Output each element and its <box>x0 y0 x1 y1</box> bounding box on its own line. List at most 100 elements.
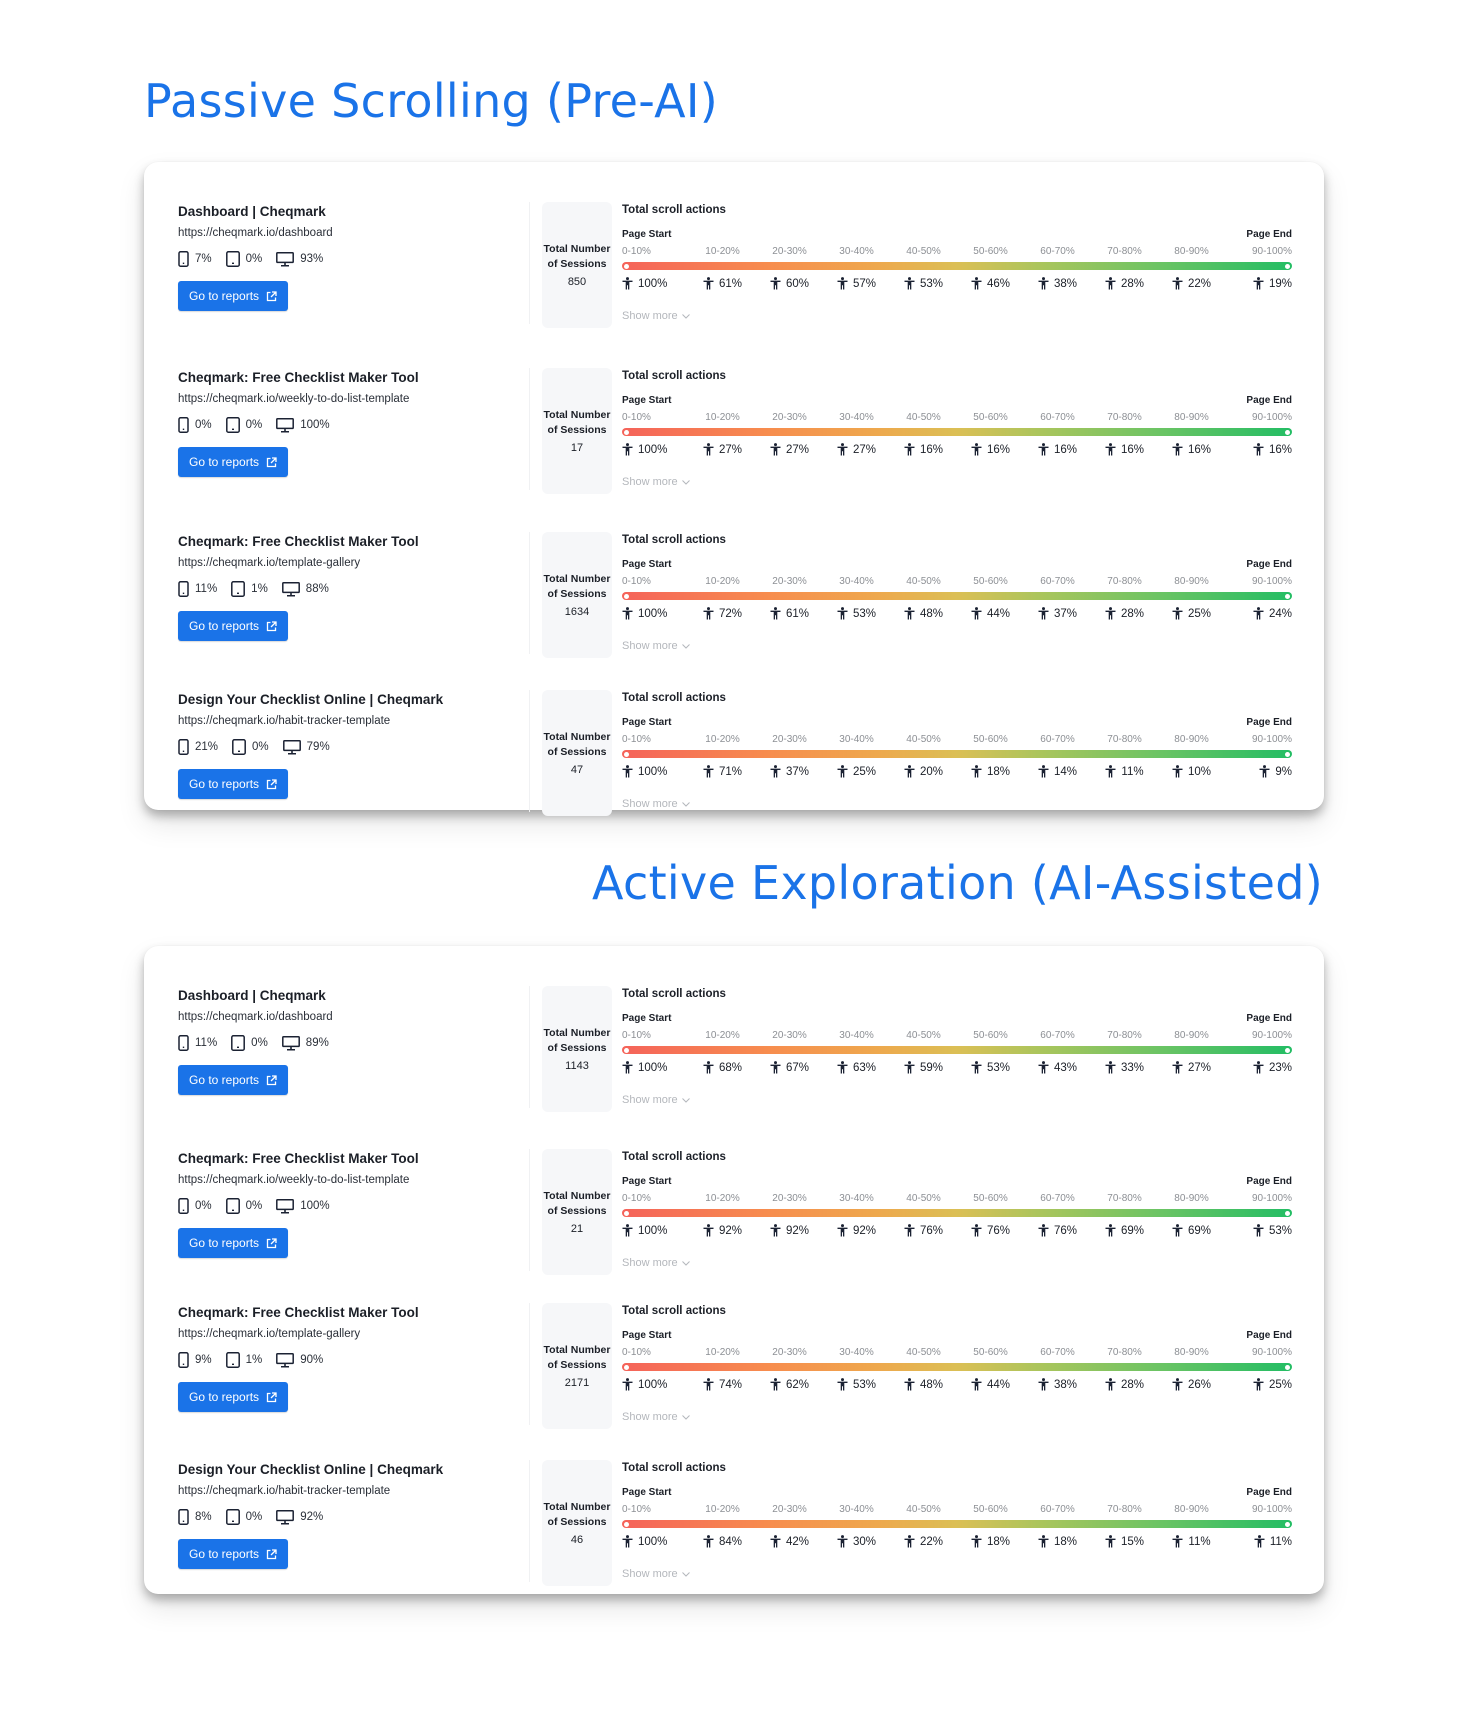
person-icon <box>770 1378 781 1391</box>
retention-percent: 38% <box>1053 277 1078 290</box>
retention-value: 19% <box>1225 277 1292 290</box>
page-info: Cheqmark: Free Checklist Maker Tool http… <box>178 1305 578 1412</box>
device-tablet: 0% <box>232 739 269 755</box>
show-more-link[interactable]: Show more <box>622 1257 690 1269</box>
show-more-link[interactable]: Show more <box>622 798 690 810</box>
scroll-ends: Page Start Page End <box>622 1013 1292 1024</box>
page-start-label: Page Start <box>622 395 672 406</box>
retention-percent: 24% <box>1268 607 1292 620</box>
retention-percent: 100% <box>638 1378 668 1391</box>
show-more-link[interactable]: Show more <box>622 310 690 322</box>
show-more-link[interactable]: Show more <box>622 476 690 488</box>
page-title: Cheqmark: Free Checklist Maker Tool <box>178 534 419 549</box>
range-label: 0-10% <box>622 412 651 423</box>
person-icon <box>1105 765 1116 778</box>
range-label: 40-50% <box>906 576 941 587</box>
tablet-share: 0% <box>245 1511 263 1523</box>
desktop-monitor-icon <box>276 1509 295 1524</box>
tablet-share: 0% <box>245 419 263 431</box>
person-icon <box>971 1535 982 1548</box>
scroll-depth-chart: Total scroll actions Page Start Page End… <box>622 204 1292 324</box>
sessions-count: 1634 <box>564 606 590 618</box>
person-icon <box>971 1378 982 1391</box>
retention-value: 100% <box>622 1061 689 1074</box>
retention-percent: 22% <box>1187 277 1212 290</box>
go-to-reports-button[interactable]: Go to reports <box>178 447 289 477</box>
person-icon <box>971 277 982 290</box>
range-label: 40-50% <box>906 1504 941 1515</box>
range-label: 80-90% <box>1174 734 1209 745</box>
range-label: 70-80% <box>1107 412 1142 423</box>
device-breakdown: 0% 0% 100% <box>178 1198 578 1214</box>
retention-value: 60% <box>756 277 823 290</box>
show-more-link[interactable]: Show more <box>622 1568 690 1580</box>
retention-value: 92% <box>823 1224 890 1237</box>
range-label: 90-100% <box>1251 1347 1292 1358</box>
go-to-reports-button[interactable]: Go to reports <box>178 1065 289 1095</box>
mobile-share: 0% <box>195 1200 212 1212</box>
range-label: 50-60% <box>973 1347 1008 1358</box>
range-label: 60-70% <box>1040 1347 1075 1358</box>
column-divider <box>529 986 530 1108</box>
retention-value: 53% <box>823 1378 890 1391</box>
retention-value: 20% <box>890 765 957 778</box>
page-info: Cheqmark: Free Checklist Maker Tool http… <box>178 370 578 477</box>
person-icon <box>622 1378 633 1391</box>
range-label: 20-30% <box>772 576 807 587</box>
page-start-label: Page Start <box>622 1013 672 1024</box>
retention-percent: 67% <box>785 1061 810 1074</box>
range-label: 30-40% <box>839 576 874 587</box>
go-to-reports-button[interactable]: Go to reports <box>178 611 289 641</box>
sessions-label: Total Number of Sessions <box>543 1027 611 1054</box>
chevron-down-icon <box>681 1097 690 1103</box>
show-more-link[interactable]: Show more <box>622 1411 690 1423</box>
person-icon <box>1172 277 1183 290</box>
range-labels: 0-10% 10-20% 20-30% 30-40% 40-50% 50-60% 60-70… <box>622 1504 1292 1515</box>
retention-percent: 43% <box>1053 1061 1078 1074</box>
go-to-reports-label: Go to reports <box>189 1547 260 1561</box>
range-label: 50-60% <box>973 246 1008 257</box>
range-label: 70-80% <box>1107 1504 1142 1515</box>
page-end-label: Page End <box>1246 229 1292 240</box>
person-icon <box>703 1224 714 1237</box>
desktop-share: 93% <box>300 253 324 265</box>
retention-percent: 57% <box>852 277 877 290</box>
retention-percent: 16% <box>919 443 944 456</box>
tablet-icon <box>225 1352 240 1368</box>
person-icon <box>1172 1535 1183 1548</box>
go-to-reports-button[interactable]: Go to reports <box>178 1539 289 1569</box>
column-divider <box>529 368 530 490</box>
range-label: 0-10% <box>622 734 651 745</box>
retention-percent: 44% <box>986 1378 1011 1391</box>
range-label: 70-80% <box>1107 1347 1142 1358</box>
sessions-count: 2171 <box>564 1377 590 1389</box>
retention-percent: 71% <box>718 765 743 778</box>
go-to-reports-button[interactable]: Go to reports <box>178 769 289 799</box>
go-to-reports-button[interactable]: Go to reports <box>178 1228 289 1258</box>
person-icon <box>1253 1224 1264 1237</box>
retention-value: 76% <box>1024 1224 1091 1237</box>
device-breakdown: 11% 0% 89% <box>178 1035 578 1051</box>
device-breakdown: 8% 0% 92% <box>178 1509 578 1525</box>
desktop-share: 100% <box>300 419 330 431</box>
range-label: 20-30% <box>772 1347 807 1358</box>
retention-value: 30% <box>823 1535 890 1548</box>
retention-value: 100% <box>622 1378 689 1391</box>
show-more-link[interactable]: Show more <box>622 1094 690 1106</box>
person-icon <box>1172 1224 1183 1237</box>
scroll-heading: Total scroll actions <box>622 692 726 704</box>
retention-percent: 61% <box>718 277 743 290</box>
go-to-reports-button[interactable]: Go to reports <box>178 281 289 311</box>
retention-value: 11% <box>1225 1535 1292 1548</box>
show-more-link[interactable]: Show more <box>622 640 690 652</box>
mobile-phone-icon <box>178 417 189 433</box>
range-labels: 0-10% 10-20% 20-30% 30-40% 40-50% 50-60% 60-70… <box>622 1347 1292 1358</box>
show-more-label: Show more <box>622 1094 678 1106</box>
desktop-share: 90% <box>300 1354 324 1366</box>
scroll-ends: Page Start Page End <box>622 717 1292 728</box>
device-tablet: 0% <box>225 1509 263 1525</box>
section-title-active: Active Exploration (AI-Assisted) <box>592 856 1323 910</box>
go-to-reports-button[interactable]: Go to reports <box>178 1382 289 1412</box>
retention-percent: 20% <box>919 765 944 778</box>
retention-percent: 18% <box>1053 1535 1078 1548</box>
